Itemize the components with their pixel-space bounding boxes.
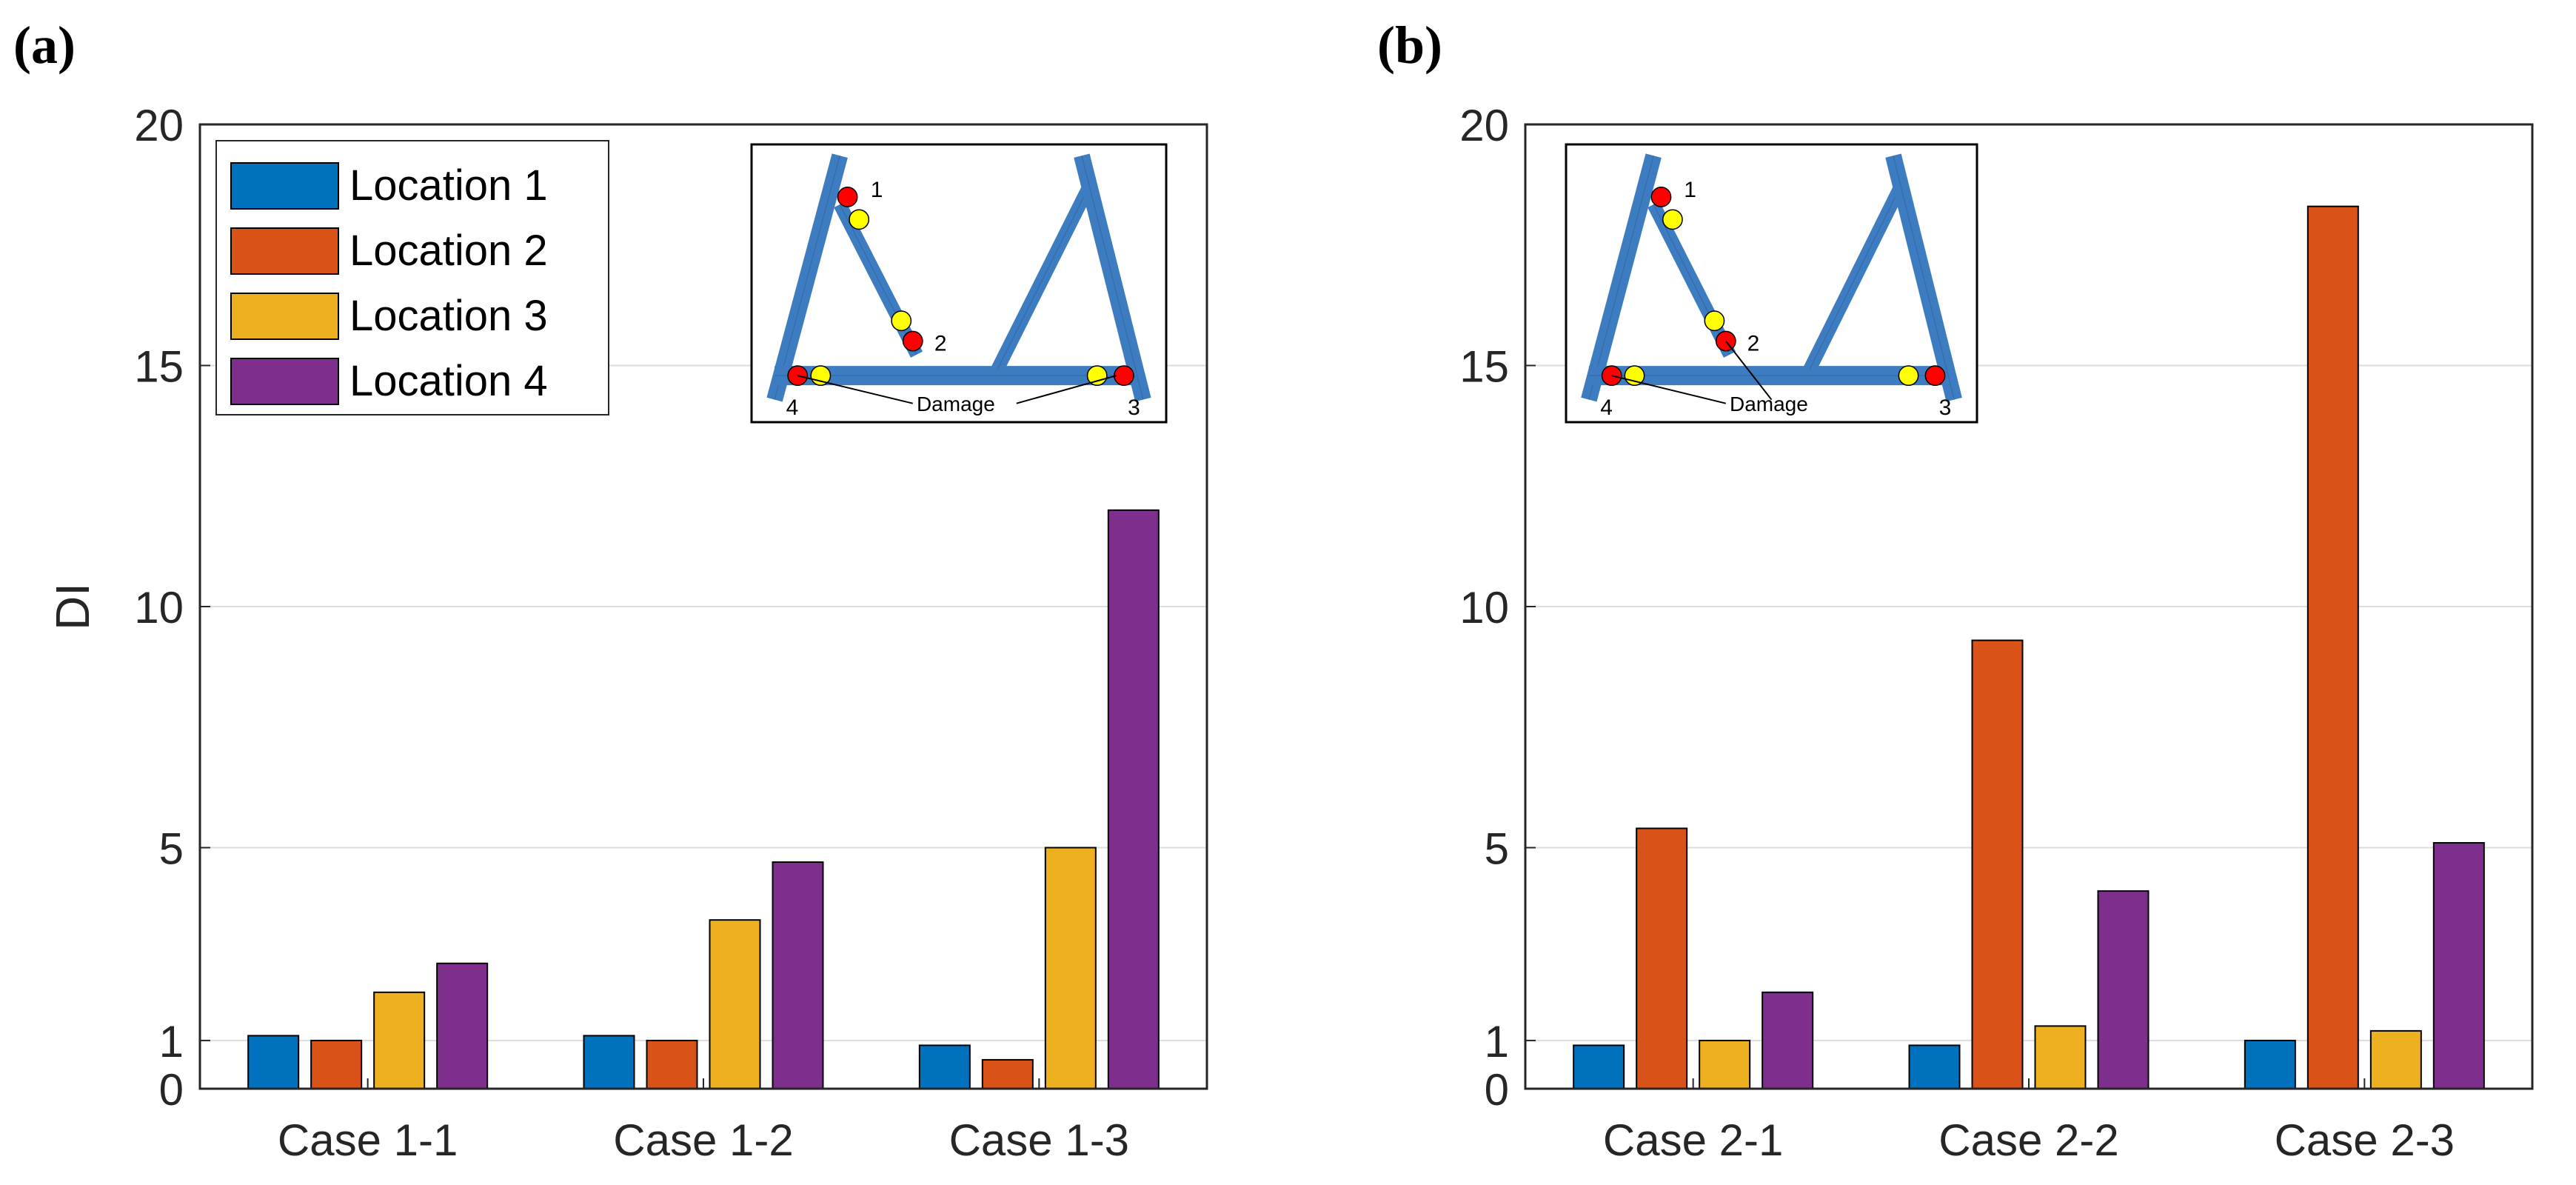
y-tick-label: 20 [134,101,184,150]
frame-member-edge [1081,156,1144,400]
sensor-marker [1662,209,1683,230]
node-label-1: 1 [871,178,883,202]
bar-location-1-case-2-1 [1573,1044,1625,1090]
legend-label-3: Location 3 [349,292,548,340]
sensor-marker [891,310,912,332]
legend: Location 1 Location 2 Location 3 Location 4 [215,140,609,415]
node-label-2: 2 [1747,332,1760,356]
y-tick-label: 0 [1485,1065,1509,1115]
bar-location-3-case-1-2 [709,919,761,1090]
y-tick-label: 1 [159,1017,184,1066]
legend-swatch-2 [230,227,339,275]
bar-location-2-case-1-2 [646,1039,698,1090]
x-tick-label: Case 1-3 [949,1115,1129,1165]
damage-marker [837,187,858,207]
legend-label-1: Location 1 [349,161,548,210]
y-tick-label: 5 [1485,824,1509,874]
legend-swatch-1 [230,162,339,210]
frame-member-edge [774,156,840,400]
legend-label-4: Location 4 [349,357,548,405]
x-tick-label: Case 2-2 [1938,1115,2118,1165]
panel-label: (a) [13,16,76,75]
bar-location-3-case-2-2 [2034,1025,2087,1089]
legend-label-2: Location 2 [349,227,548,275]
node-label-3: 3 [1128,395,1140,420]
bar-location-1-case-1-3 [918,1044,971,1090]
y-tick-label: 10 [1459,583,1509,632]
axes-box [1524,123,2534,1090]
x-tick-label: Case 1-2 [613,1115,793,1165]
y-tick-label: 1 [1485,1017,1509,1066]
bar-location-1-case-1-2 [583,1035,635,1090]
y-tick-label: 20 [1459,101,1509,150]
damage-marker [1114,365,1134,387]
bar-location-3-case-1-1 [373,991,426,1090]
node-label-2: 2 [934,332,947,356]
bar-location-4-case-1-3 [1107,509,1160,1089]
bar-location-1-case-2-3 [2244,1039,2296,1090]
sensor-marker [1086,365,1108,387]
sensor-marker [1898,365,1919,387]
y-tick-label: 10 [134,583,184,632]
legend-swatch-4 [230,358,339,405]
damage-marker [1924,365,1946,387]
damage-marker [902,330,923,352]
x-tick-label: Case 2-3 [2275,1115,2455,1165]
node-label-3: 3 [1939,395,1952,420]
y-tick-label: 0 [159,1065,184,1115]
bar-location-3-case-2-1 [1699,1039,1751,1090]
node-label-4: 4 [786,395,799,420]
bar-location-2-case-2-1 [1636,827,1688,1089]
bar-location-4-case-1-2 [772,861,824,1090]
bar-location-2-case-1-3 [981,1058,1034,1089]
bar-location-4-case-2-3 [2432,841,2485,1089]
structure-inset: 1 2 3 4 Damage [750,143,1168,424]
bar-location-3-case-2-3 [2369,1029,2422,1090]
bar-location-2-case-2-2 [1971,639,2024,1089]
frame-member-edge [997,185,1090,370]
bar-location-2-case-2-3 [2306,205,2359,1089]
bar-location-1-case-2-2 [1908,1044,1961,1090]
sensor-marker [849,209,870,230]
damage-leader-line [1611,375,1727,404]
legend-swatch-3 [230,293,339,340]
damage-marker [1650,187,1672,207]
node-label-1: 1 [1684,178,1696,202]
bar-location-2-case-1-1 [310,1039,363,1090]
x-tick-label: Case 2-1 [1603,1115,1783,1165]
frame-member-edge [1588,156,1654,400]
damage-leader-line [797,375,914,404]
bar-location-4-case-2-1 [1762,991,1814,1090]
frame-member-edge [1893,156,1955,400]
bar-location-1-case-1-1 [247,1035,300,1090]
damage-leader-line [1016,375,1117,404]
bar-location-4-case-1-1 [436,962,489,1089]
y-tick-label: 15 [1459,342,1509,392]
damage-label: Damage [917,393,995,415]
y-tick-label: 15 [134,342,184,392]
panel-label: (b) [1377,16,1442,75]
node-label-4: 4 [1600,395,1613,420]
bar-location-4-case-2-2 [2097,890,2150,1089]
damage-leader-line [1725,340,1773,401]
y-axis-label: DI [46,583,99,630]
bar-location-3-case-1-3 [1044,847,1097,1089]
frame-member-edge [1809,185,1901,370]
x-tick-label: Case 1-1 [278,1115,458,1165]
axes-box [198,123,1208,1090]
sensor-marker [1704,310,1725,332]
y-tick-label: 5 [159,824,184,874]
